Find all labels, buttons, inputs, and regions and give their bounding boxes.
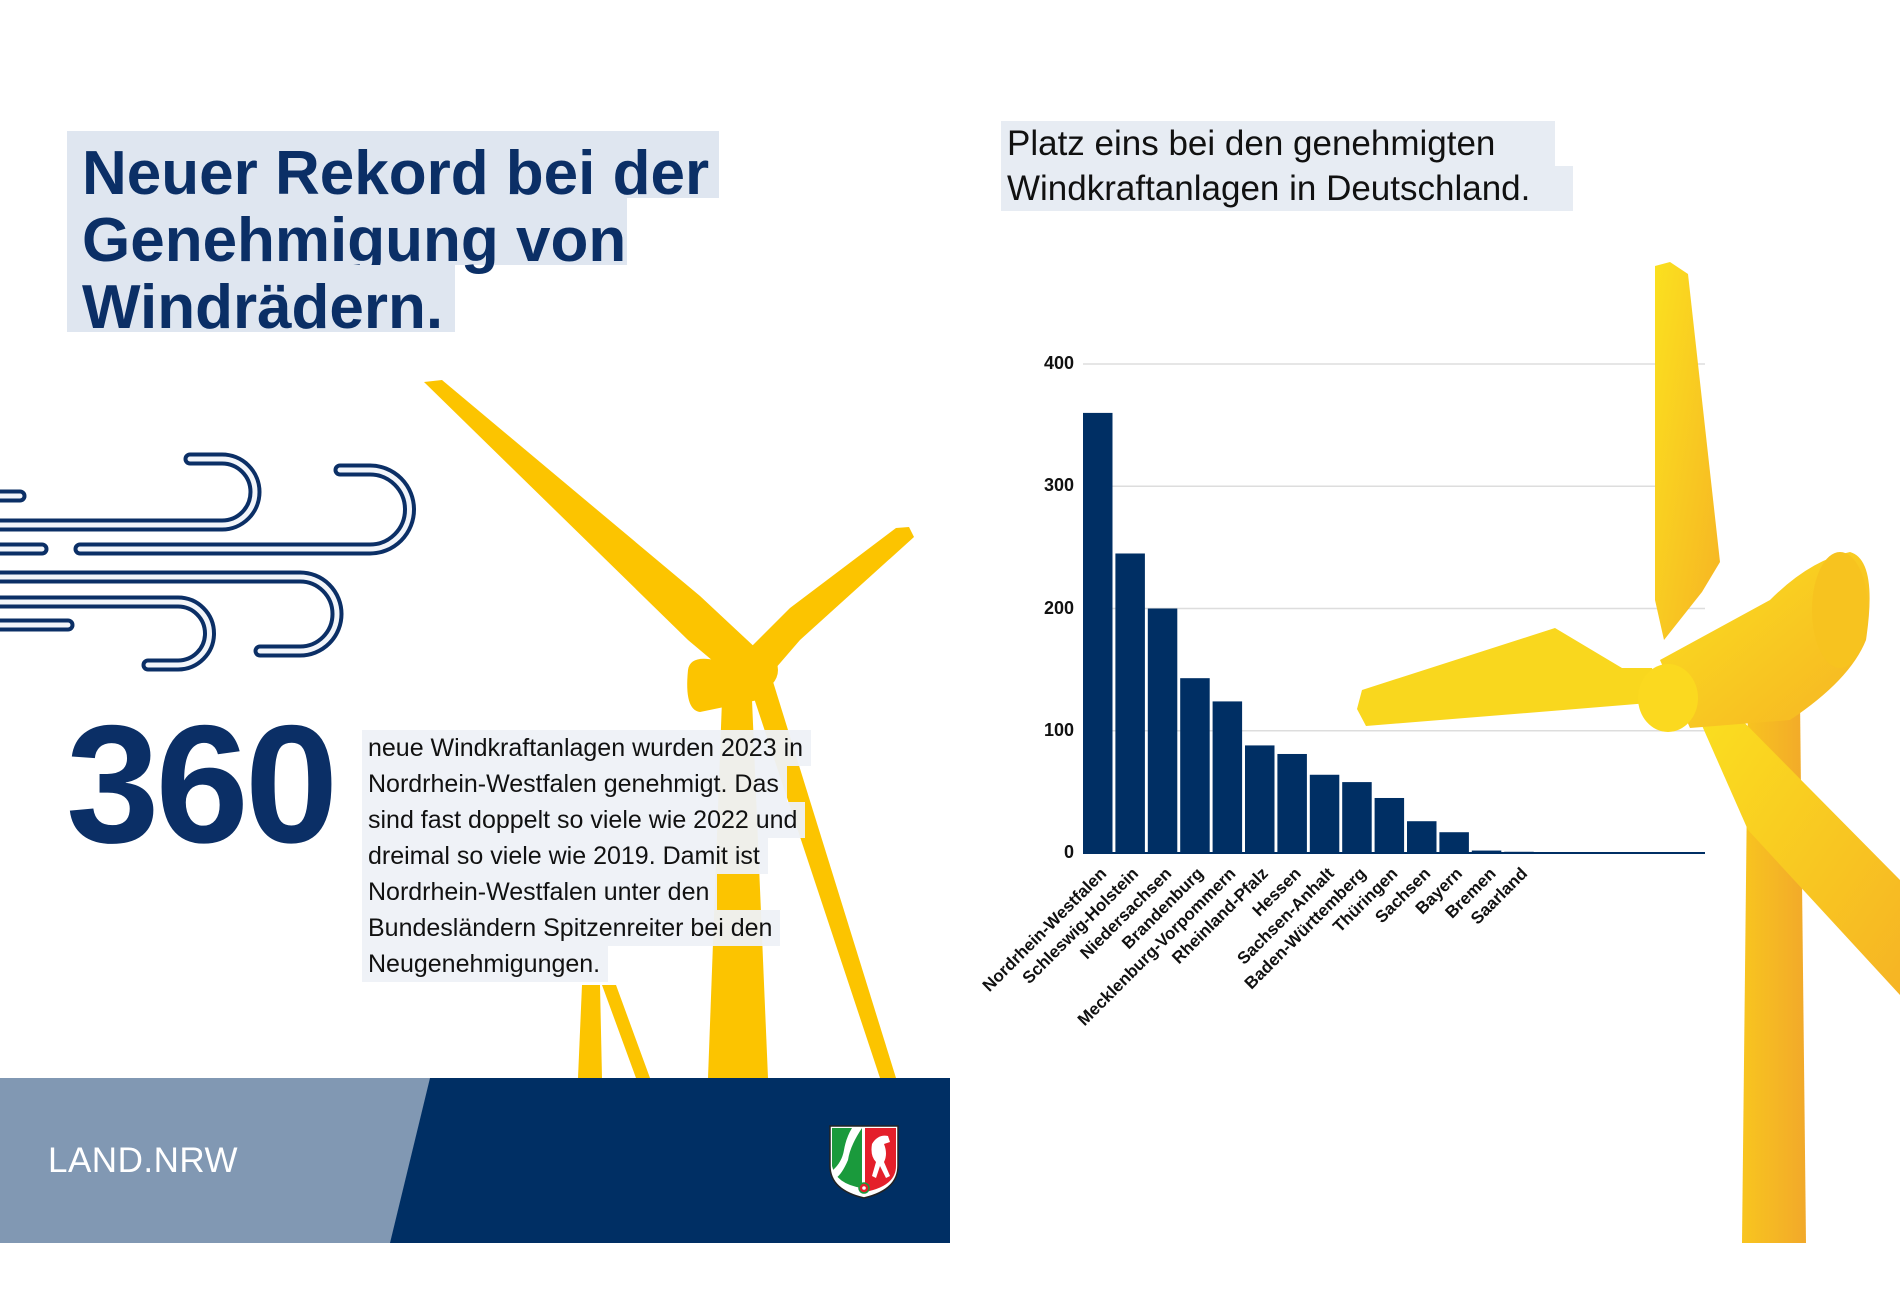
bar-bayern: [1439, 832, 1469, 853]
chart-title-line-1: Platz eins bei den genehmigten: [1001, 121, 1555, 166]
paragraph-line: Nordrhein-Westfalen genehmigt. Das: [362, 766, 787, 802]
headline-line-1: Neuer Rekord bei der: [67, 131, 719, 207]
bar-baden-w-rttemberg: [1342, 782, 1372, 853]
bar-hessen: [1277, 753, 1307, 853]
bar-sachsen: [1407, 821, 1437, 853]
bar-brandenburg: [1180, 678, 1210, 853]
y-tick-label: 0: [1063, 842, 1074, 862]
chart-bars: [1083, 412, 1534, 854]
big-number: 360: [66, 690, 338, 878]
bar-th-ringen: [1374, 797, 1405, 853]
bar-niedersachsen: [1147, 608, 1178, 853]
bar-mecklenburg-vorpommern: [1212, 701, 1243, 853]
wind-lines-icon: [0, 452, 416, 672]
paragraph-line: Bundesländern Spitzenreiter bei den: [362, 910, 781, 946]
footer-bar: [0, 1078, 950, 1243]
bar-rheinland-pfalz: [1245, 745, 1275, 853]
paragraph-line: neue Windkraftanlagen wurden 2023 in: [362, 730, 812, 766]
bar-nordrhein-westfalen: [1083, 412, 1113, 853]
y-tick-label: 100: [1043, 719, 1074, 740]
y-tick-label: 200: [1043, 597, 1074, 618]
y-tick-label: 400: [1043, 353, 1074, 373]
paragraph-line: dreimal so viele wie 2019. Damit ist: [362, 838, 768, 874]
paragraph-line: Neugenehmigungen.: [362, 946, 609, 982]
y-tick-label: 300: [1043, 475, 1074, 496]
nrw-coat-of-arms-icon: [829, 1125, 899, 1199]
chart-title-line-2: Windkraftanlagen in Deutschland.: [1001, 166, 1573, 211]
large-wind-turbine-icon: [1357, 262, 1900, 1243]
paragraph-line: Nordrhein-Westfalen unter den: [362, 874, 718, 910]
headline-line-3: Windrädern.: [67, 265, 455, 341]
bar-schleswig-holstein: [1115, 553, 1145, 853]
footer-brand[interactable]: LAND.NRW: [48, 1141, 239, 1180]
headline-line-2: Genehmigung von: [67, 198, 627, 274]
bar-bremen: [1471, 850, 1502, 853]
paragraph-line: sind fast doppelt so viele wie 2022 und: [362, 802, 806, 838]
description-paragraph: neue Windkraftanlagen wurden 2023 in Nor…: [362, 730, 882, 982]
bar-sachsen-anhalt: [1309, 774, 1340, 853]
